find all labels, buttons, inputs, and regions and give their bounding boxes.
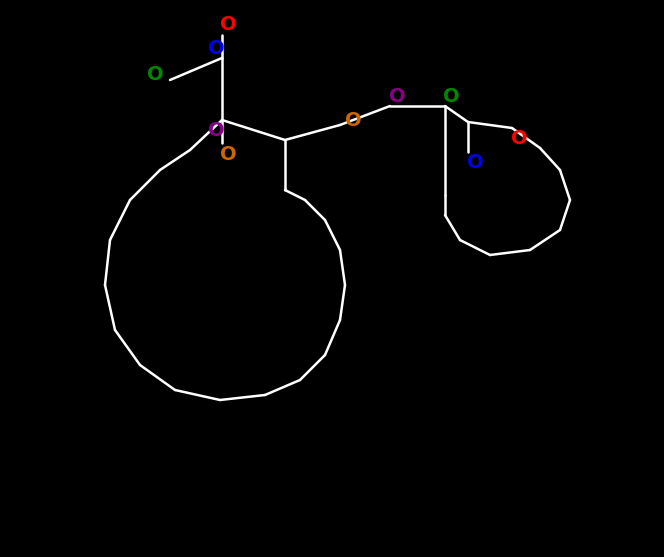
Text: O: O (208, 120, 224, 139)
Text: O: O (443, 86, 459, 105)
Text: O: O (220, 144, 236, 164)
Text: O: O (467, 153, 483, 172)
Text: O: O (208, 40, 224, 58)
Text: O: O (345, 110, 361, 129)
Text: O: O (220, 16, 236, 35)
Text: O: O (388, 86, 405, 105)
Text: O: O (147, 66, 163, 85)
Text: O: O (511, 129, 527, 148)
